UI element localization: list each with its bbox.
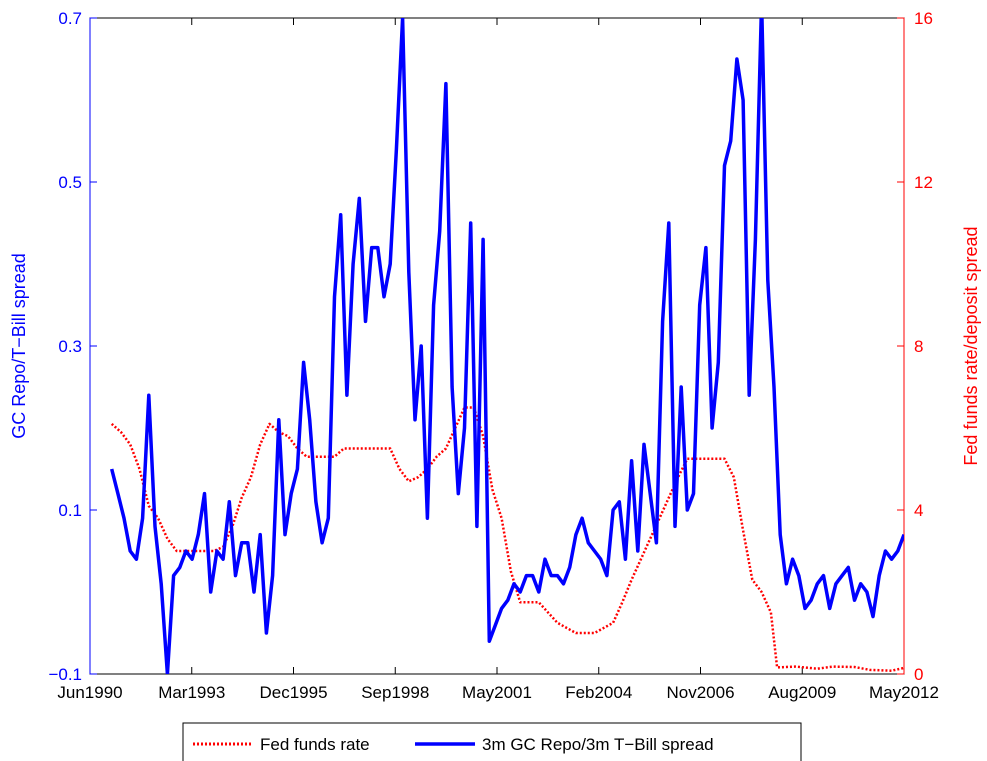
left-tick-label: 0.7 xyxy=(58,9,82,28)
x-tick-label: Feb2004 xyxy=(565,683,632,702)
legend: Fed funds rate 3m GC Repo/3m T−Bill spre… xyxy=(182,722,802,761)
legend-label-fed-funds: Fed funds rate xyxy=(260,735,370,754)
right-tick-label: 4 xyxy=(914,501,923,520)
left-axis-label: GC Repo/T−Bill spread xyxy=(9,253,29,439)
x-tick-label: May2001 xyxy=(462,683,532,702)
right-tick-label: 16 xyxy=(914,9,933,28)
legend-box xyxy=(182,722,802,761)
right-axis-ticks: 0 4 8 12 16 xyxy=(897,9,933,684)
left-axis-ticks: −0.1 0.1 0.3 0.5 0.7 xyxy=(48,9,97,684)
right-tick-label: 8 xyxy=(914,337,923,356)
left-tick-label: 0.3 xyxy=(58,337,82,356)
left-tick-label: 0.5 xyxy=(58,173,82,192)
right-axis-label: Fed funds rate/deposit spread xyxy=(961,226,981,465)
x-tick-label: May2012 xyxy=(869,683,939,702)
x-tick-label: Aug2009 xyxy=(768,683,836,702)
left-tick-label: 0.1 xyxy=(58,501,82,520)
series-line-gc-repo-spread xyxy=(110,18,904,674)
plot-area xyxy=(89,17,905,675)
x-axis-ticks: Jun1990 Mar1993 Dec1995 Sep1998 May2001 Feb20… xyxy=(57,18,939,702)
right-tick-label: 12 xyxy=(914,173,933,192)
x-tick-label: Sep1998 xyxy=(361,683,429,702)
right-tick-label: 0 xyxy=(914,665,923,684)
left-tick-label: −0.1 xyxy=(48,665,82,684)
x-tick-label: Nov2006 xyxy=(666,683,734,702)
x-tick-label: Mar1993 xyxy=(158,683,225,702)
x-tick-label: Dec1995 xyxy=(259,683,327,702)
legend-label-gc-repo-spread: 3m GC Repo/3m T−Bill spread xyxy=(482,735,714,754)
series-lines xyxy=(110,18,904,674)
x-tick-label: Jun1990 xyxy=(57,683,122,702)
